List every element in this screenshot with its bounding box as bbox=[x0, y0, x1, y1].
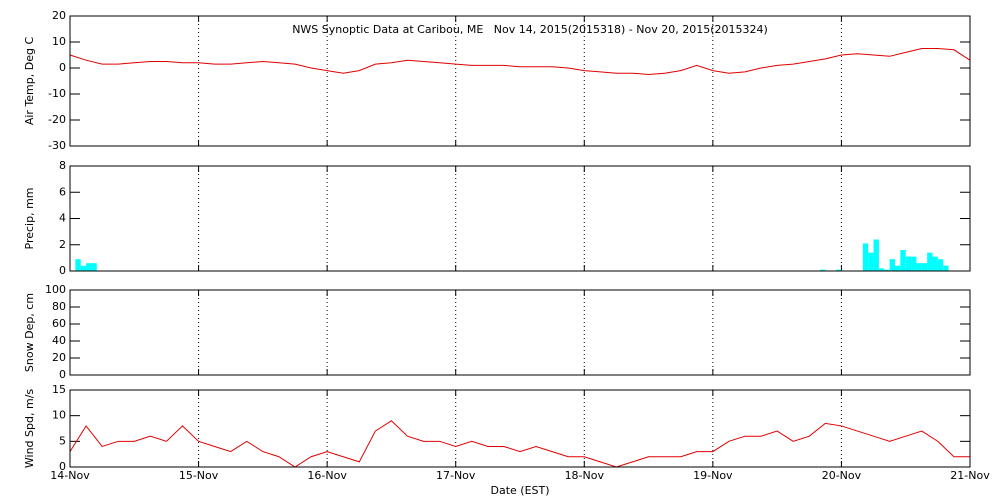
plot-frame bbox=[69, 389, 971, 468]
y-tick-label: 2 bbox=[59, 238, 66, 251]
bar bbox=[878, 268, 885, 271]
bar bbox=[911, 256, 917, 271]
data-line bbox=[69, 48, 971, 76]
y-tick-label: 8 bbox=[59, 159, 66, 172]
chart-title: NWS Synoptic Data at Caribou, ME Nov 14,… bbox=[292, 23, 768, 36]
bar bbox=[86, 263, 92, 271]
bar bbox=[905, 256, 912, 271]
x-tick-label: 15-Nov bbox=[179, 469, 219, 482]
x-tick-label: 17-Nov bbox=[436, 469, 476, 482]
y-tick-label: 5 bbox=[59, 434, 66, 447]
bar bbox=[921, 263, 928, 271]
y-tick-label: 60 bbox=[52, 317, 66, 330]
bar bbox=[927, 252, 933, 271]
bar bbox=[916, 263, 922, 271]
bar bbox=[873, 239, 879, 271]
bar bbox=[937, 259, 944, 271]
y-tick-label: 100 bbox=[45, 283, 66, 296]
y-tick-label: 20 bbox=[52, 9, 66, 22]
bar bbox=[889, 259, 895, 271]
y-axis-label: Snow Dep, cm bbox=[23, 293, 36, 372]
y-axis-label: Air Temp, Deg C bbox=[23, 37, 36, 126]
y-tick-label: 0 bbox=[59, 61, 66, 74]
y-tick-label: 10 bbox=[52, 409, 66, 422]
y-tick-label: 80 bbox=[52, 300, 66, 313]
bar bbox=[80, 265, 87, 271]
bar bbox=[884, 269, 890, 271]
y-tick-label: 15 bbox=[52, 383, 66, 396]
y-tick-label: 0 bbox=[59, 368, 66, 381]
y-tick-label: 0 bbox=[59, 264, 66, 277]
y-tick-label: 0 bbox=[59, 460, 66, 473]
x-tick-label: 19-Nov bbox=[693, 469, 733, 482]
x-tick-label: 18-Nov bbox=[565, 469, 605, 482]
bar bbox=[943, 265, 949, 271]
bar bbox=[868, 252, 874, 271]
y-tick-label: -10 bbox=[48, 87, 66, 100]
y-axis-label: Precip, mm bbox=[23, 188, 36, 250]
plot-frame bbox=[69, 15, 971, 147]
y-tick-label: 10 bbox=[52, 35, 66, 48]
bar bbox=[900, 250, 906, 271]
y-tick-label: 40 bbox=[52, 334, 66, 347]
y-tick-label: 20 bbox=[52, 351, 66, 364]
y-tick-label: -30 bbox=[48, 139, 66, 152]
x-axis-label: Date (EST) bbox=[490, 484, 549, 497]
bar bbox=[820, 269, 826, 271]
y-tick-label: 6 bbox=[59, 185, 66, 198]
bar bbox=[895, 265, 901, 271]
bar bbox=[836, 269, 842, 271]
y-tick-label: -20 bbox=[48, 113, 66, 126]
x-tick-label: 14-Nov bbox=[50, 469, 90, 482]
plot-frame bbox=[69, 165, 971, 272]
bar bbox=[862, 243, 869, 271]
y-tick-label: 4 bbox=[59, 212, 66, 225]
bar bbox=[75, 259, 81, 271]
bar bbox=[91, 263, 97, 271]
data-line bbox=[69, 420, 970, 468]
x-tick-label: 16-Nov bbox=[307, 469, 347, 482]
y-axis-label: Wind Spd, m/s bbox=[23, 389, 36, 469]
x-tick-label: 20-Nov bbox=[822, 469, 862, 482]
bar bbox=[932, 256, 938, 271]
x-tick-label: 21-Nov bbox=[950, 469, 990, 482]
plot-frame bbox=[69, 289, 971, 376]
